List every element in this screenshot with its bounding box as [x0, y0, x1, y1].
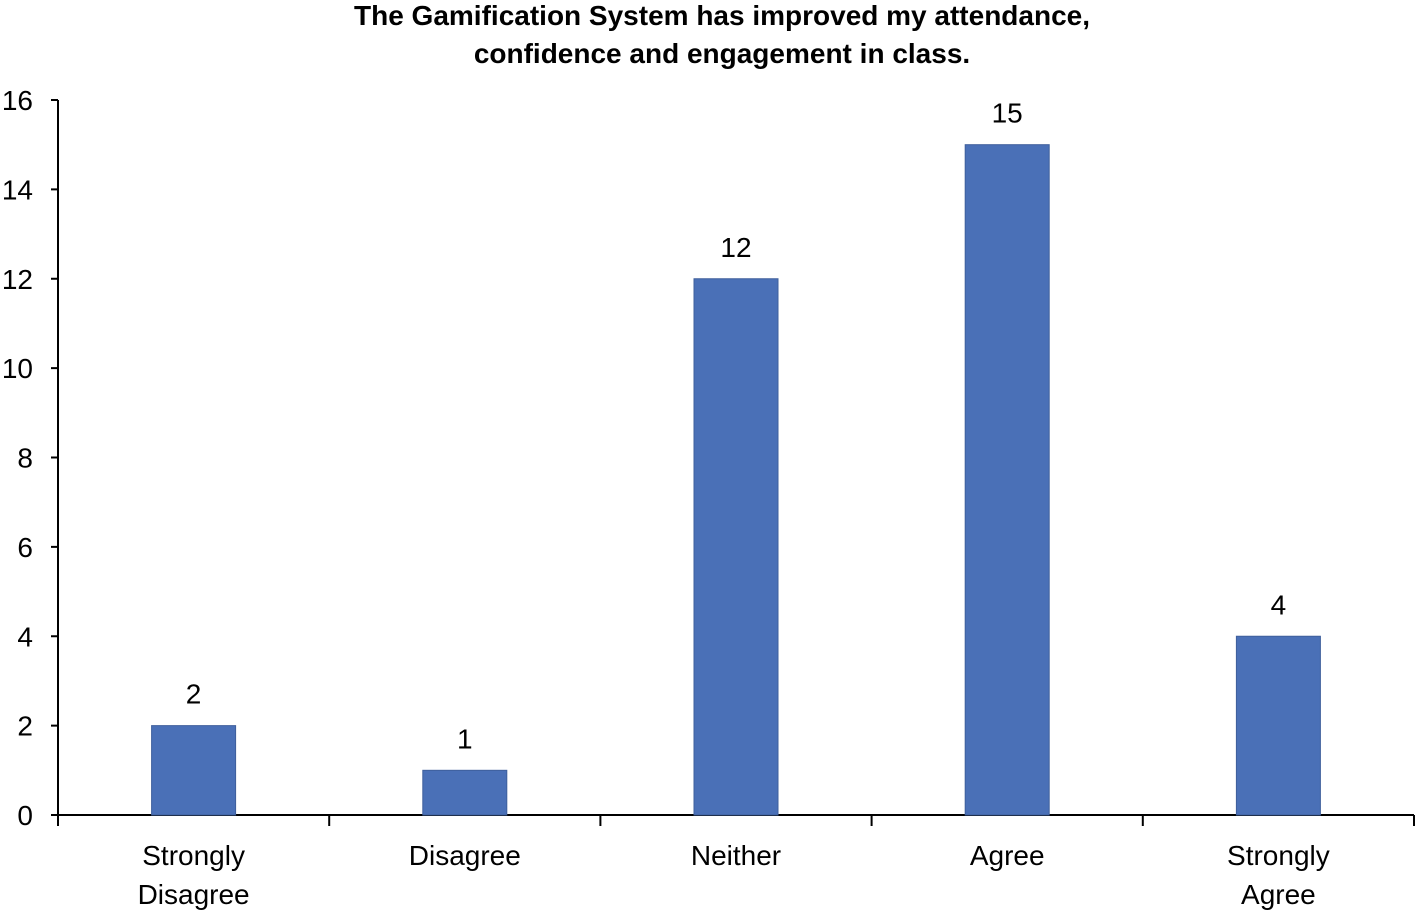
x-tick-label: Agree — [970, 840, 1045, 871]
x-tick-label-line: Disagree — [409, 840, 521, 871]
bars — [151, 144, 1321, 816]
data-label: 4 — [1271, 589, 1287, 620]
y-tick-label: 6 — [17, 532, 33, 563]
y-tick-label: 10 — [2, 353, 33, 384]
chart-title-line: The Gamification System has improved my … — [354, 0, 1090, 31]
x-tick-label-line: Strongly — [142, 840, 245, 871]
bar — [693, 278, 779, 816]
chart-title: The Gamification System has improved my … — [354, 0, 1090, 69]
data-label: 15 — [992, 98, 1023, 129]
bar — [1235, 635, 1321, 816]
x-tick-label-line: Disagree — [138, 879, 250, 910]
data-label: 12 — [720, 232, 751, 263]
x-tick-label: Strongly Disagree — [138, 840, 250, 910]
data-label: 2 — [186, 679, 202, 710]
chart-title-line: confidence and engagement in class. — [474, 38, 970, 69]
data-label: 1 — [457, 723, 473, 754]
y-tick-label: 14 — [2, 174, 33, 205]
y-axis: 0 2 4 6 8 10 12 14 16 — [2, 85, 59, 831]
y-tick-label: 12 — [2, 264, 33, 295]
x-tick-label: Disagree — [409, 840, 521, 871]
x-tick-label: Neither — [691, 840, 781, 871]
bar — [151, 725, 237, 816]
bar — [964, 144, 1050, 816]
y-tick-label: 4 — [17, 621, 33, 652]
x-tick-label-line: Agree — [970, 840, 1045, 871]
x-tick-label-line: Strongly — [1227, 840, 1330, 871]
x-tick-label-line: Neither — [691, 840, 781, 871]
y-tick-label: 0 — [17, 800, 33, 831]
y-tick-label: 2 — [17, 711, 33, 742]
data-labels: 2 1 12 15 4 — [186, 98, 1286, 755]
y-tick-label: 16 — [2, 85, 33, 116]
x-tick-label-line: Agree — [1241, 879, 1316, 910]
x-tick-label: Strongly Agree — [1227, 840, 1330, 910]
bar — [422, 769, 508, 816]
y-tick-label: 8 — [17, 443, 33, 474]
